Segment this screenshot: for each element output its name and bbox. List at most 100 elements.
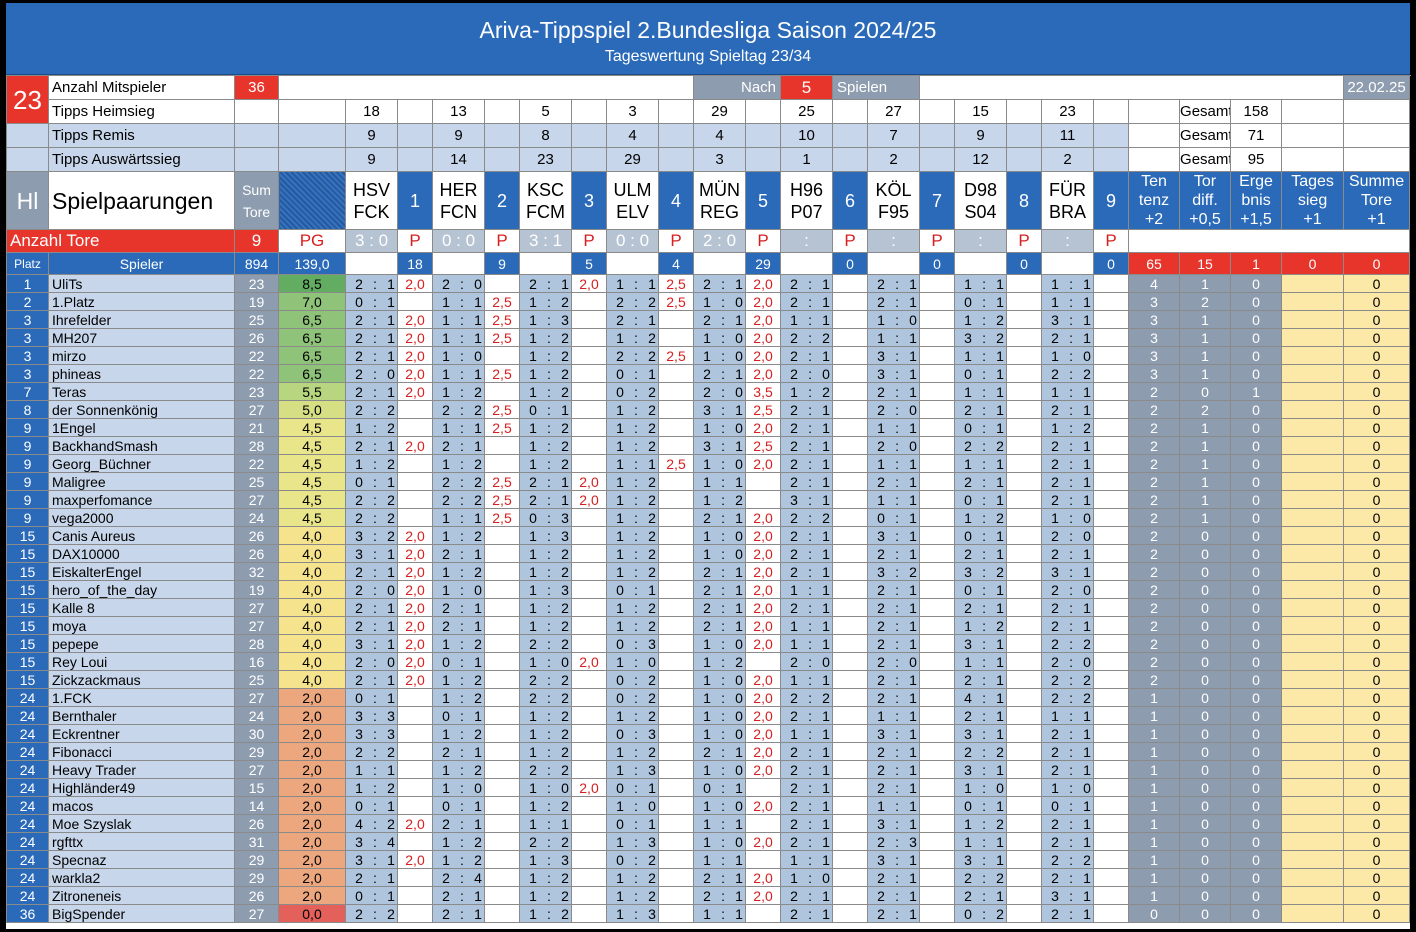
player-tip: 0:2 xyxy=(954,904,1008,923)
player-points: 2,0 xyxy=(397,634,433,653)
player-tendenz: 2 xyxy=(1128,634,1181,653)
tipps-count: 29 xyxy=(693,99,747,124)
player-summe-tore: 0 xyxy=(1343,490,1411,509)
player-tip: 2:1 xyxy=(432,904,485,923)
player-sum-tore: 27 xyxy=(234,616,279,635)
player-tip: 1:3 xyxy=(606,832,659,851)
player-tip: 2:2 xyxy=(519,688,572,707)
cell xyxy=(1006,99,1043,124)
player-points xyxy=(571,436,607,455)
player-name: UliTs xyxy=(48,274,235,293)
player-tip: 2:1 xyxy=(432,886,485,905)
player-tordiff: 0 xyxy=(1179,796,1232,815)
player-summe-tore: 0 xyxy=(1343,292,1411,311)
player-tordiff: 0 xyxy=(1179,526,1232,545)
player-tagessieg xyxy=(1281,382,1345,401)
player-tip: 0:1 xyxy=(345,796,398,815)
player-tip: 0:1 xyxy=(1041,796,1095,815)
player-points: 2,0 xyxy=(745,328,782,347)
player-tip: 3:2 xyxy=(954,328,1008,347)
player-tordiff: 1 xyxy=(1179,346,1232,365)
tipps-count: 5 xyxy=(519,99,572,124)
p-label: P xyxy=(484,229,520,253)
match-points: 0 xyxy=(832,252,869,275)
player-tip: 1:3 xyxy=(606,760,659,779)
cell xyxy=(832,832,869,851)
player-tip: 1:2 xyxy=(519,544,572,563)
match-number: 2 xyxy=(484,171,520,230)
player-summe-tore: 0 xyxy=(1343,436,1411,455)
player-tip: 0:2 xyxy=(606,688,659,707)
player-ergebnis: 0 xyxy=(1230,400,1283,419)
player-points xyxy=(397,760,433,779)
player-tip: 1:2 xyxy=(519,904,572,923)
table-row: 9 BackhandSmash 28 4,5 2:1 2,0 2:1 1:2 1:2 3:1 2,5… xyxy=(6,436,1411,455)
player-points: 2,5 xyxy=(657,274,695,293)
player-points xyxy=(657,652,695,671)
cell xyxy=(1006,724,1043,743)
player-tip: 2:1 xyxy=(693,616,747,635)
player-tordiff: 0 xyxy=(1179,544,1232,563)
player-ergebnis: 0 xyxy=(1230,490,1283,509)
cell xyxy=(234,123,279,148)
player-rank: 36 xyxy=(6,904,49,923)
player-tip: 2:1 xyxy=(867,670,921,689)
tipps-label: Tipps Heimsieg xyxy=(48,99,235,124)
player-tip: 1:2 xyxy=(345,454,398,473)
player-points xyxy=(745,850,782,869)
player-rank: 24 xyxy=(6,688,49,707)
player-tip: 1:0 xyxy=(693,454,747,473)
player-tip: 0:1 xyxy=(606,778,659,797)
player-tip: 1:2 xyxy=(519,436,572,455)
cell xyxy=(1093,760,1130,779)
cell xyxy=(1006,616,1043,635)
player-ergebnis: 0 xyxy=(1230,274,1283,293)
cell xyxy=(1006,886,1043,905)
player-ergebnis: 0 xyxy=(1230,472,1283,491)
player-tip: 2:1 xyxy=(780,904,834,923)
player-tordiff: 0 xyxy=(1179,706,1232,725)
cell xyxy=(919,868,956,887)
player-tip: 2:1 xyxy=(345,868,398,887)
cell xyxy=(832,490,869,509)
player-tagessieg xyxy=(1281,850,1345,869)
match-result: 3 : 1 xyxy=(519,229,572,253)
cell xyxy=(1006,814,1043,833)
player-tip: 2:0 xyxy=(1041,652,1095,671)
player-points: 2,0 xyxy=(397,382,433,401)
player-tendenz: 3 xyxy=(1128,310,1181,329)
player-sum-tore: 16 xyxy=(234,652,279,671)
p-label: P xyxy=(1006,229,1043,253)
player-tagessieg xyxy=(1281,310,1345,329)
player-tip: 1:1 xyxy=(780,310,834,329)
player-ergebnis: 0 xyxy=(1230,580,1283,599)
player-ergebnis: 0 xyxy=(1230,832,1283,851)
cell xyxy=(919,310,956,329)
tipps-count: 23 xyxy=(1041,99,1095,124)
player-tip: 1:1 xyxy=(780,724,834,743)
player-rank: 24 xyxy=(6,814,49,833)
player-tip: 2:0 xyxy=(693,382,747,401)
player-points xyxy=(571,544,607,563)
cell xyxy=(1093,400,1130,419)
cell xyxy=(919,688,956,707)
tipps-count: 12 xyxy=(954,147,1008,172)
cell xyxy=(832,562,869,581)
player-tendenz: 1 xyxy=(1128,688,1181,707)
player-ergebnis: 0 xyxy=(1230,634,1283,653)
player-rank: 15 xyxy=(6,598,49,617)
table-row: Tipps Auswärtssieg 9 14 23 29 3 1 2 12 2 Gesamt 95 xyxy=(6,147,1411,172)
player-points xyxy=(484,436,520,455)
player-pg: 2,0 xyxy=(278,688,346,707)
player-tordiff: 1 xyxy=(1179,472,1232,491)
player-tip: 2:1 xyxy=(867,742,921,761)
player-points xyxy=(657,490,695,509)
player-ergebnis: 0 xyxy=(1230,310,1283,329)
player-tip: 1:0 xyxy=(432,346,485,365)
cell xyxy=(919,634,956,653)
player-tordiff: 0 xyxy=(1179,634,1232,653)
cell xyxy=(1006,562,1043,581)
sum-tore-header: Sum Tore xyxy=(234,171,279,230)
cell xyxy=(1006,382,1043,401)
table-row: 9 1Engel 21 4,5 1:2 1:1 2,5 1:2 1:2 1:0 2,0 2:1 1:1 0… xyxy=(6,418,1411,437)
